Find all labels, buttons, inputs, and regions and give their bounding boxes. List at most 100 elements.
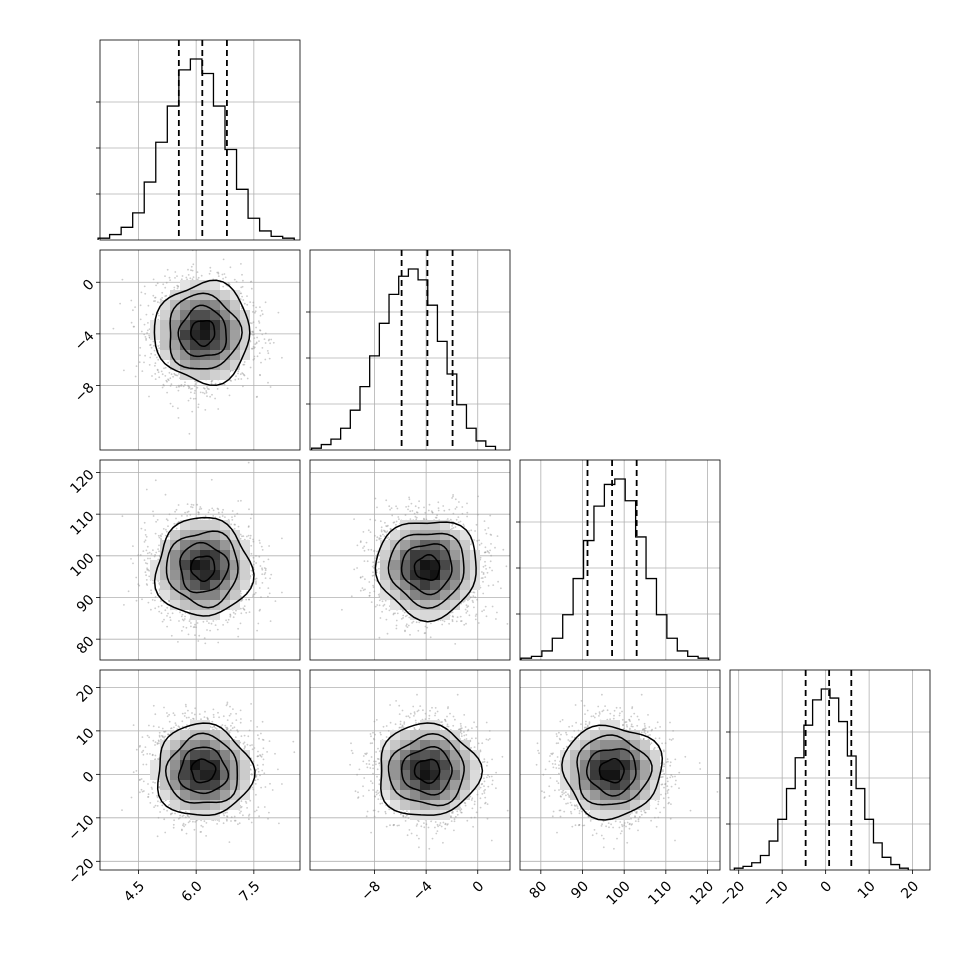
- contour-line: [190, 319, 216, 348]
- sample-point: [580, 810, 583, 813]
- sample-point: [455, 518, 458, 521]
- sample-point: [481, 742, 484, 745]
- sample-point: [415, 518, 418, 521]
- sample-point: [554, 759, 556, 762]
- density-cell: [200, 610, 210, 620]
- sample-point: [170, 812, 173, 815]
- sample-point: [605, 825, 607, 828]
- sample-point: [473, 606, 475, 609]
- sample-point: [353, 568, 356, 571]
- sample-point: [242, 363, 245, 366]
- sample-point: [264, 577, 267, 579]
- sample-point: [231, 727, 234, 730]
- sample-point: [491, 569, 493, 572]
- sample-point: [167, 612, 169, 615]
- sample-point: [620, 830, 623, 832]
- sample-point: [230, 724, 232, 727]
- sample-point: [211, 379, 214, 382]
- sample-point: [239, 607, 242, 610]
- density-cell: [420, 750, 430, 760]
- sample-point: [181, 725, 184, 728]
- density-cell: [230, 300, 240, 310]
- sample-point: [246, 295, 248, 297]
- density-cell: [160, 790, 170, 800]
- sample-point: [189, 277, 192, 280]
- sample-point: [383, 603, 386, 606]
- sample-point: [217, 511, 220, 514]
- sample-point: [222, 285, 225, 288]
- density-cell: [430, 730, 440, 740]
- sample-point: [192, 263, 195, 266]
- sample-point: [644, 732, 647, 735]
- sample-point: [211, 393, 213, 396]
- sample-point: [463, 623, 466, 626]
- sample-point: [548, 785, 551, 788]
- sample-point: [237, 370, 240, 373]
- density-cell: [390, 560, 400, 570]
- sample-point: [135, 770, 138, 772]
- sample-point: [246, 535, 248, 538]
- sample-point: [259, 314, 262, 317]
- density-cell: [190, 370, 200, 380]
- density-cell: [160, 590, 170, 600]
- sample-point: [460, 808, 463, 811]
- sample-point: [181, 720, 184, 723]
- sample-point: [452, 494, 454, 496]
- hist-panel-1: [306, 249, 511, 451]
- sample-point: [269, 620, 272, 622]
- density-cell: [200, 310, 210, 320]
- sample-point: [186, 515, 189, 517]
- sample-point: [166, 606, 169, 609]
- density-cell: [160, 760, 170, 770]
- sample-point: [672, 738, 674, 740]
- sample-point: [255, 581, 257, 584]
- sample-point: [491, 779, 494, 782]
- sample-point: [409, 510, 412, 513]
- sample-point: [483, 609, 485, 611]
- sample-point: [517, 768, 519, 770]
- density-cell: [400, 800, 410, 810]
- density-cell: [160, 320, 170, 330]
- density-cell: [230, 570, 240, 580]
- sample-point: [185, 727, 187, 730]
- sample-point: [143, 541, 146, 543]
- sample-point: [146, 562, 149, 565]
- sample-point: [168, 371, 171, 374]
- density-cell: [170, 790, 180, 800]
- sample-point: [149, 753, 151, 755]
- sample-point: [165, 281, 168, 284]
- density-cell: [380, 580, 390, 590]
- sample-point: [190, 503, 193, 506]
- density-cell: [160, 300, 170, 310]
- density-cell: [430, 750, 440, 760]
- sample-point: [258, 322, 261, 324]
- sample-point: [583, 704, 586, 707]
- sample-point: [180, 615, 183, 618]
- sample-point: [483, 520, 486, 522]
- sample-point: [182, 814, 185, 817]
- density-cell: [190, 520, 200, 530]
- sample-point: [474, 530, 476, 532]
- sample-point: [488, 738, 491, 740]
- density-cell: [190, 770, 200, 780]
- sample-point: [262, 758, 265, 761]
- sample-point: [661, 742, 663, 745]
- sample-point: [281, 783, 283, 785]
- sample-point: [269, 342, 271, 345]
- panel-content: [535, 693, 719, 850]
- sample-point: [373, 550, 376, 553]
- sample-point: [152, 515, 155, 517]
- sample-point: [640, 693, 643, 696]
- sample-point: [444, 823, 447, 826]
- sample-point: [222, 258, 225, 261]
- sample-point: [395, 624, 398, 627]
- sample-point: [172, 712, 175, 715]
- sample-point: [145, 313, 148, 316]
- density-cell: [390, 600, 400, 610]
- sample-point: [434, 714, 436, 717]
- sample-point: [368, 594, 371, 597]
- sample-point: [155, 551, 158, 554]
- sample-point: [477, 742, 480, 745]
- sample-point: [408, 616, 411, 619]
- sample-point: [242, 814, 244, 817]
